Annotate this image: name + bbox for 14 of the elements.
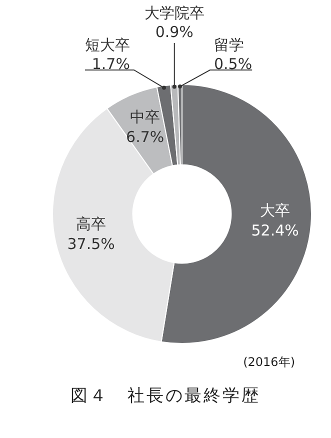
data-label: 1.7% bbox=[92, 54, 130, 73]
text: 図４ 社長の最終学歴 bbox=[70, 385, 262, 407]
text: (2016年) bbox=[243, 354, 295, 371]
data-label: 0.5% bbox=[214, 54, 252, 73]
slice-label: 中卒 bbox=[130, 108, 160, 126]
slice-label: 大卒 bbox=[260, 201, 290, 220]
slice-label: 高卒 bbox=[76, 215, 106, 234]
data-label: 0.9% bbox=[155, 22, 194, 41]
slice-label: 短大卒 bbox=[84, 36, 130, 54]
data-label: 37.5% bbox=[67, 235, 115, 254]
slice-label: 留学 bbox=[214, 36, 244, 54]
slice-label: 大学院卒 bbox=[144, 4, 204, 22]
data-label: 52.4% bbox=[251, 221, 299, 240]
data-label: 6.7% bbox=[126, 128, 164, 146]
